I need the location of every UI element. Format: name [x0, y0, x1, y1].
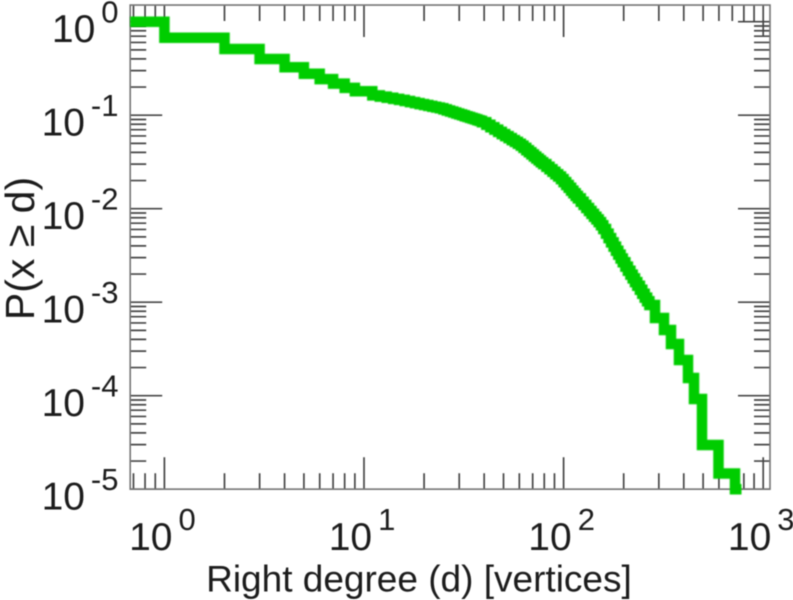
svg-text:-1: -1 — [91, 88, 119, 123]
svg-text:10: 10 — [42, 102, 85, 145]
svg-text:0: 0 — [179, 502, 196, 537]
svg-text:10: 10 — [42, 289, 85, 332]
svg-text:3: 3 — [777, 502, 793, 537]
svg-text:-4: -4 — [91, 369, 119, 404]
svg-text:10: 10 — [42, 195, 85, 238]
svg-text:10: 10 — [528, 516, 571, 559]
svg-text:-5: -5 — [91, 462, 119, 497]
svg-text:10: 10 — [42, 382, 85, 425]
svg-text:10: 10 — [42, 476, 85, 519]
svg-text:Right degree (d) [vertices]: Right degree (d) [vertices] — [206, 558, 632, 599]
svg-text:0: 0 — [101, 0, 118, 30]
svg-text:2: 2 — [578, 502, 595, 537]
svg-text:10: 10 — [52, 8, 95, 51]
svg-text:10: 10 — [329, 516, 372, 559]
svg-text:10: 10 — [728, 516, 771, 559]
svg-text:-2: -2 — [91, 182, 119, 217]
svg-text:1: 1 — [378, 502, 395, 537]
svg-text:10: 10 — [129, 516, 172, 559]
svg-text:P(x ≥ d): P(x ≥ d) — [0, 177, 43, 320]
svg-text:-3: -3 — [91, 275, 119, 310]
